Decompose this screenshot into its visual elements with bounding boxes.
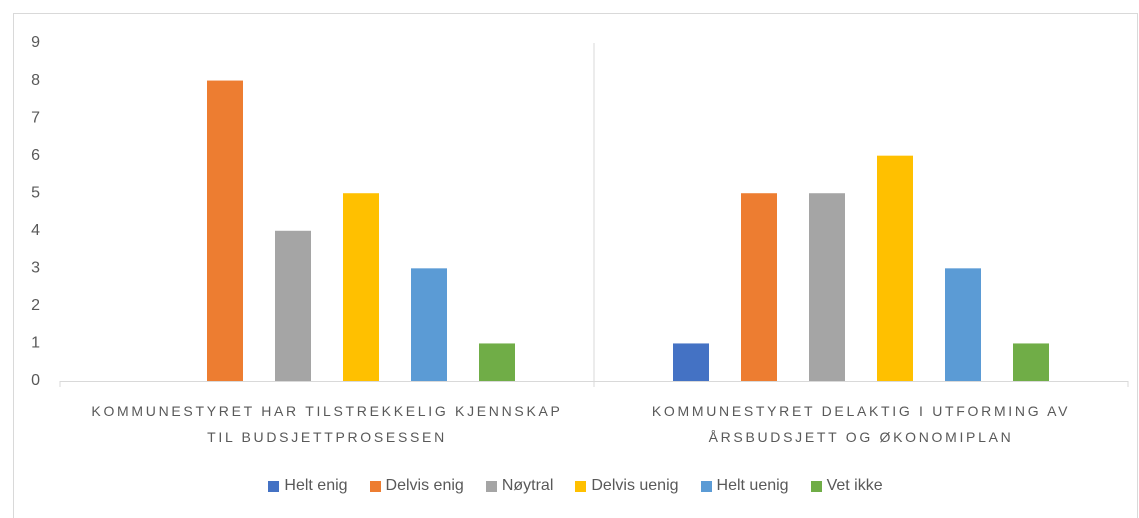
y-tick-label: 8 <box>31 72 40 89</box>
y-tick-label: 4 <box>31 222 40 239</box>
y-tick-label: 5 <box>31 184 40 201</box>
legend: Helt enig Delvis enig Nøytral Delvis uenig H… <box>13 477 1138 495</box>
legend-label: Delvis enig <box>385 477 464 494</box>
bar <box>945 268 981 381</box>
y-tick-label: 2 <box>31 297 40 314</box>
legend-item: Vet ikke <box>810 477 883 495</box>
y-tick-label: 6 <box>31 147 40 164</box>
y-tick-label: 0 <box>31 372 40 389</box>
bar <box>809 193 845 381</box>
legend-swatch <box>810 480 822 492</box>
bar <box>741 193 777 381</box>
y-tick-label: 1 <box>31 335 40 352</box>
bar <box>479 343 515 381</box>
y-tick-label: 9 <box>31 34 40 51</box>
bar <box>877 155 913 381</box>
y-tick-label: 7 <box>31 109 40 126</box>
legend-label: Delvis uenig <box>591 477 679 494</box>
legend-item: Nøytral <box>485 477 554 495</box>
legend-label: Nøytral <box>501 477 554 494</box>
legend-swatch <box>700 480 712 492</box>
bar <box>207 80 243 382</box>
chart-border <box>13 13 1138 518</box>
legend-item: Delvis enig <box>369 477 464 495</box>
legend-item: Delvis uenig <box>575 477 679 495</box>
x-tick-label: KOMMUNESTYRET DELAKTIG I UTFORMING AV ÅR… <box>651 403 1071 445</box>
legend-item: Helt enig <box>268 477 348 495</box>
legend-item: Helt uenig <box>700 477 789 495</box>
legend-label: Helt uenig <box>716 477 789 494</box>
y-tick-label: 3 <box>31 260 40 277</box>
bar <box>343 193 379 381</box>
x-tick-label: KOMMUNESTYRET HAR TILSTREKKELIG KJENNSKA… <box>91 403 563 445</box>
bar <box>673 343 709 381</box>
bar <box>1013 343 1049 381</box>
legend-swatch <box>268 480 280 492</box>
legend-swatch <box>485 480 497 492</box>
legend-label: Vet ikke <box>826 477 883 494</box>
legend-swatch <box>575 480 587 492</box>
legend-label: Helt enig <box>284 477 348 494</box>
bar <box>275 230 311 381</box>
bar <box>411 268 447 381</box>
legend-swatch <box>369 480 381 492</box>
